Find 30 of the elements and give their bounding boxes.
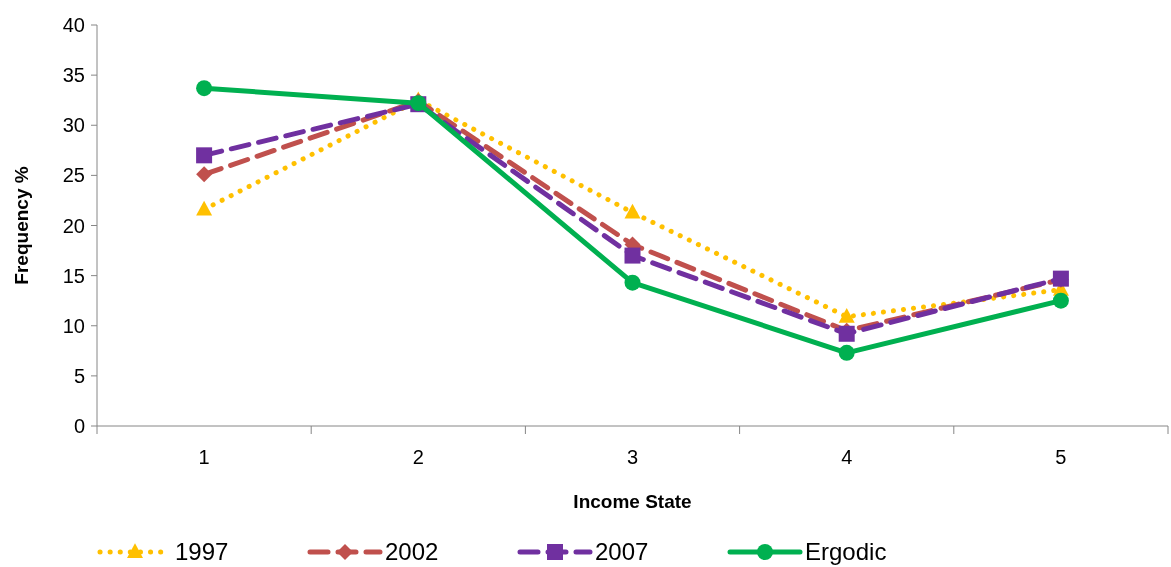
x-tick-label: 3 xyxy=(626,446,639,468)
x-tick-label: 4 xyxy=(841,446,853,468)
legend-label: Ergodic xyxy=(805,538,887,566)
point xyxy=(624,247,641,264)
y-tick-label: 15 xyxy=(62,264,85,287)
point xyxy=(196,80,213,97)
point xyxy=(838,344,855,361)
legend-label: 2002 xyxy=(385,538,439,566)
x-tick-label: 5 xyxy=(1055,446,1067,468)
y-tick-label: 30 xyxy=(62,114,85,137)
y-tick-label: 10 xyxy=(62,314,85,337)
point xyxy=(838,307,855,323)
y-tick-label: 20 xyxy=(62,214,85,237)
x-tick-label: 2 xyxy=(412,446,424,468)
point xyxy=(624,274,641,291)
legend-label: 1997 xyxy=(175,538,229,566)
point xyxy=(624,203,641,219)
legend-label: 2007 xyxy=(595,538,649,566)
x-tick-label: 1 xyxy=(198,446,210,468)
y-tick-label: 25 xyxy=(62,164,85,187)
y-axis-title: Frequency % xyxy=(11,166,32,285)
y-tick-label: 40 xyxy=(62,14,85,36)
x-axis-title: Income State xyxy=(573,491,692,512)
point xyxy=(196,166,213,183)
y-tick-label: 5 xyxy=(73,364,85,387)
point xyxy=(196,200,213,216)
y-tick-label: 0 xyxy=(73,415,85,437)
point xyxy=(1052,292,1069,309)
y-tick-label: 35 xyxy=(62,64,85,87)
point xyxy=(196,147,213,164)
